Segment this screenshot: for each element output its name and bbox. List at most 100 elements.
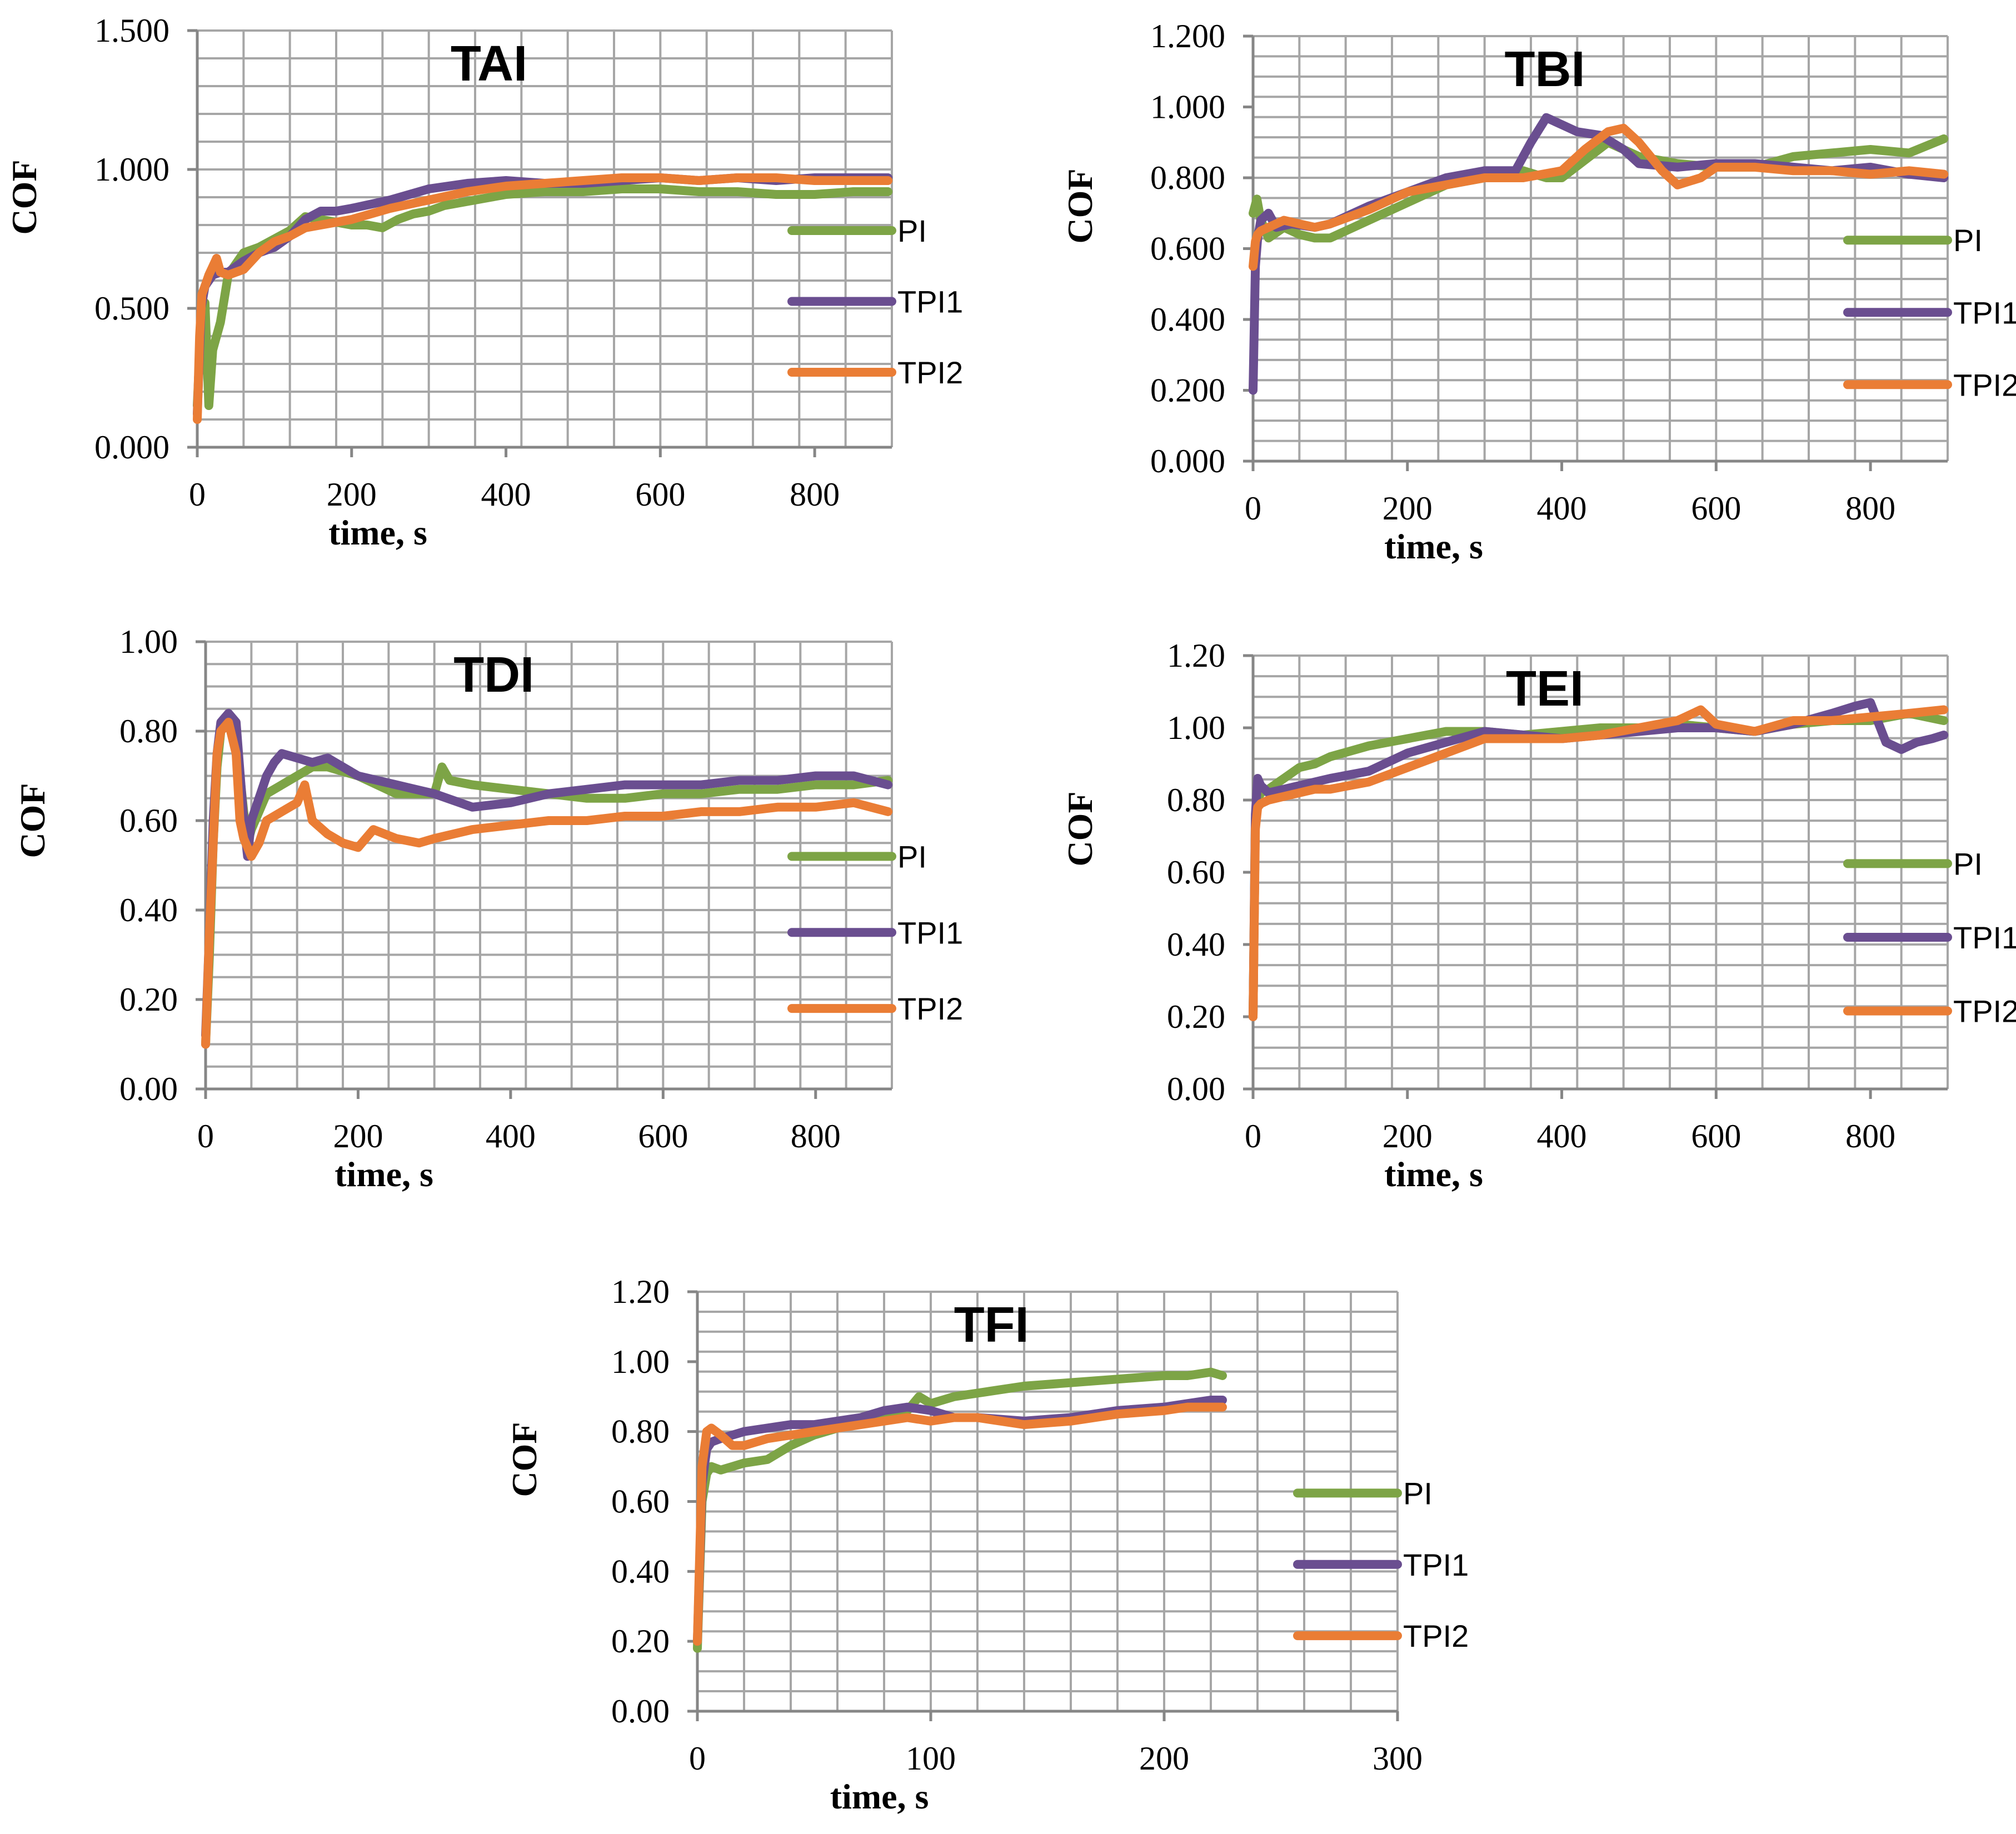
y-tick-label: 0.20 bbox=[611, 1623, 670, 1660]
y-axis-title: COF bbox=[13, 783, 52, 858]
y-tick-label: 1.20 bbox=[611, 1273, 670, 1310]
legend-label-pi: PI bbox=[1953, 846, 1983, 881]
y-tick-label: 1.000 bbox=[94, 151, 169, 188]
legend-label-tpi1: TPI1 bbox=[1953, 295, 2016, 330]
y-tick-label: 1.000 bbox=[1150, 89, 1225, 126]
y-axis-title: COF bbox=[505, 1422, 544, 1497]
x-tick-label: 200 bbox=[1139, 1740, 1189, 1777]
y-tick-label: 0.600 bbox=[1150, 231, 1225, 267]
legend-label-tpi1: TPI1 bbox=[897, 284, 963, 319]
y-tick-label: 1.00 bbox=[1167, 709, 1225, 746]
x-tick-label: 600 bbox=[635, 476, 685, 513]
series-line-tpi1 bbox=[193, 173, 893, 418]
series-line-tpi2 bbox=[193, 173, 893, 424]
y-tick-label: 0.200 bbox=[1150, 372, 1225, 409]
x-axis-title: time, s bbox=[1384, 1155, 1483, 1194]
y-tick-label: 0.00 bbox=[119, 1071, 178, 1107]
y-tick-label: 1.20 bbox=[1167, 637, 1225, 674]
chart-title: TAI bbox=[451, 36, 527, 92]
x-tick-label: 200 bbox=[333, 1118, 383, 1155]
legend: PI TPI1 TPI2 bbox=[1843, 223, 2016, 402]
y-axis-title: COF bbox=[4, 159, 44, 234]
y-tick-label: 1.00 bbox=[119, 623, 178, 660]
y-tick-label: 0.800 bbox=[1150, 159, 1225, 196]
x-tick-label: 600 bbox=[1691, 1118, 1741, 1155]
x-tick-label: 200 bbox=[1383, 1118, 1433, 1155]
y-tick-label: 1.500 bbox=[94, 12, 169, 49]
legend-label-tpi2: TPI2 bbox=[897, 355, 963, 390]
legend-label-tpi1: TPI1 bbox=[1953, 920, 2016, 955]
x-tick-label: 800 bbox=[1845, 1118, 1895, 1155]
x-tick-label: 0 bbox=[197, 1118, 214, 1155]
x-tick-label: 600 bbox=[1691, 490, 1741, 527]
legend: PI TPI1 TPI2 bbox=[787, 213, 963, 390]
x-tick-label: 400 bbox=[1537, 1118, 1587, 1155]
y-tick-label: 0.20 bbox=[119, 981, 178, 1018]
chart-title: TBI bbox=[1505, 42, 1585, 97]
chart-tei: 0.00 0.20 0.40 0.60 0.80 1.00 1.20 0 200 400 600 80… bbox=[1060, 637, 2016, 1194]
x-axis-title: time, s bbox=[830, 1777, 929, 1816]
x-tick-label: 800 bbox=[1845, 490, 1895, 527]
y-tick-label: 0.80 bbox=[611, 1413, 670, 1450]
x-tick-label: 400 bbox=[481, 476, 531, 513]
series-line-pi bbox=[193, 184, 893, 410]
legend-label-pi: PI bbox=[1403, 1476, 1433, 1511]
x-tick-label: 0 bbox=[1245, 1118, 1261, 1155]
legend: PI TPI1 TPI2 bbox=[787, 839, 963, 1026]
series-line-tpi2 bbox=[693, 1402, 1227, 1646]
x-tick-label: 100 bbox=[906, 1740, 956, 1777]
series-line-pi bbox=[201, 717, 893, 1049]
y-tick-label: 0.60 bbox=[1167, 854, 1225, 891]
legend-label-tpi1: TPI1 bbox=[897, 915, 963, 950]
x-tick-label: 800 bbox=[790, 476, 840, 513]
series-line-tpi2 bbox=[201, 717, 893, 1049]
series-line-pi bbox=[1249, 134, 1949, 243]
legend: PI TPI1 TPI2 bbox=[1293, 1476, 1469, 1653]
legend-label-tpi1: TPI1 bbox=[1403, 1547, 1469, 1582]
y-tick-label: 0.20 bbox=[1167, 998, 1225, 1035]
x-axis-title: time, s bbox=[328, 513, 427, 552]
y-tick-label: 0.000 bbox=[94, 429, 169, 466]
y-tick-label: 0.40 bbox=[119, 892, 178, 928]
x-tick-label: 0 bbox=[689, 1740, 706, 1777]
y-tick-label: 0.00 bbox=[1167, 1071, 1225, 1107]
gridlines bbox=[696, 1291, 1399, 1712]
series-line-tpi2 bbox=[1249, 123, 1949, 271]
y-tick-label: 0.40 bbox=[1167, 926, 1225, 963]
legend-label-tpi2: TPI2 bbox=[1403, 1618, 1469, 1653]
y-tick-label: 0.400 bbox=[1150, 301, 1225, 338]
chart-tdi: 0.00 0.20 0.40 0.60 0.80 1.00 0 200 400 600 800 tim… bbox=[13, 623, 963, 1194]
series-line-tpi1 bbox=[201, 708, 893, 1040]
x-tick-label: 0 bbox=[189, 476, 206, 513]
x-tick-label: 200 bbox=[1383, 490, 1433, 527]
x-tick-label: 600 bbox=[638, 1118, 688, 1155]
legend-label-pi: PI bbox=[1953, 223, 1983, 258]
chart-title: TFI bbox=[954, 1297, 1029, 1353]
x-axis-title: time, s bbox=[335, 1155, 433, 1194]
y-axis-title: COF bbox=[1060, 168, 1100, 243]
y-tick-label: 0.500 bbox=[94, 290, 169, 327]
chart-tai: 0.000 0.500 1.000 1.500 0 200 400 600 800 time, s… bbox=[4, 12, 963, 552]
chart-tbi: 0.000 0.200 0.400 0.600 0.800 1.000 1.200 0 200 4… bbox=[1060, 18, 2016, 566]
y-tick-label: 0.60 bbox=[611, 1483, 670, 1520]
legend-label-pi: PI bbox=[897, 839, 927, 874]
series-line-tpi2 bbox=[1249, 705, 1949, 1021]
y-tick-label: 0.80 bbox=[119, 713, 178, 749]
x-tick-label: 200 bbox=[327, 476, 377, 513]
y-axis-title: COF bbox=[1060, 791, 1100, 866]
y-tick-label: 1.00 bbox=[611, 1343, 670, 1380]
legend-label-pi: PI bbox=[897, 213, 927, 248]
legend: PI TPI1 TPI2 bbox=[1843, 846, 2016, 1029]
y-tick-label: 0.60 bbox=[119, 802, 178, 839]
x-tick-label: 400 bbox=[1537, 490, 1587, 527]
y-tick-label: 0.40 bbox=[611, 1553, 670, 1590]
legend-label-tpi2: TPI2 bbox=[1953, 367, 2016, 402]
y-tick-label: 0.000 bbox=[1150, 443, 1225, 479]
x-tick-label: 800 bbox=[791, 1118, 841, 1155]
chart-title: TDI bbox=[453, 647, 534, 703]
y-tick-label: 1.200 bbox=[1150, 18, 1225, 54]
legend-label-tpi2: TPI2 bbox=[897, 991, 963, 1026]
x-tick-label: 400 bbox=[486, 1118, 536, 1155]
y-tick-label: 0.80 bbox=[1167, 782, 1225, 818]
